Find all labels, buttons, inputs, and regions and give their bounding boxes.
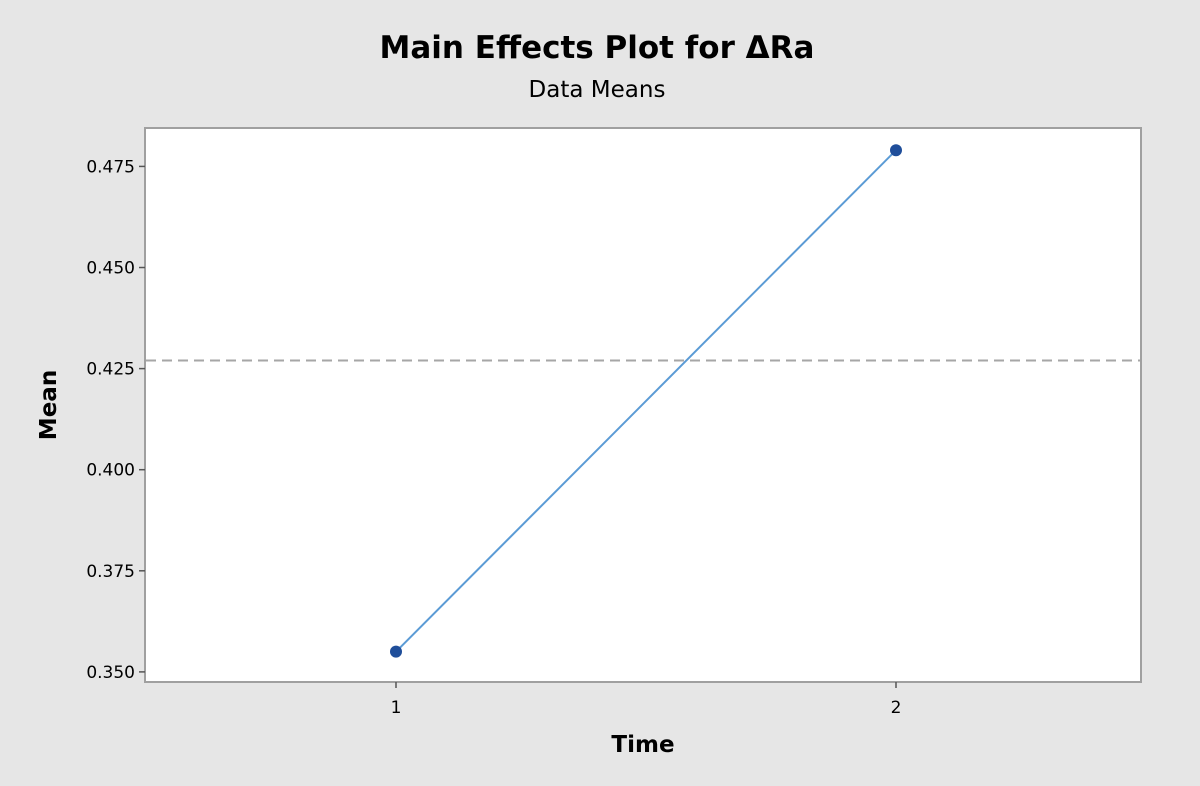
- y-tick-label: 0.425: [86, 360, 135, 380]
- data-point: [890, 144, 902, 157]
- y-tick-label: 0.475: [86, 157, 135, 177]
- data-point: [390, 645, 402, 658]
- x-tick-label: 2: [891, 698, 902, 718]
- y-axis: 0.350 0.375 0.400 0.425 0.450 0.475: [86, 157, 145, 683]
- x-axis-label: Time: [611, 732, 674, 758]
- chart-title: Main Effects Plot for ΔRa: [380, 30, 815, 66]
- y-tick-label: 0.375: [86, 562, 135, 582]
- chart-subtitle: Data Means: [529, 77, 666, 103]
- series-layer: [390, 144, 902, 658]
- x-tick-label: 1: [391, 698, 402, 718]
- y-tick-label: 0.450: [86, 259, 135, 279]
- series-line: [395, 149, 897, 653]
- y-tick-label: 0.350: [86, 663, 135, 683]
- y-axis-label: Mean: [36, 370, 62, 440]
- y-tick-label: 0.400: [86, 461, 135, 481]
